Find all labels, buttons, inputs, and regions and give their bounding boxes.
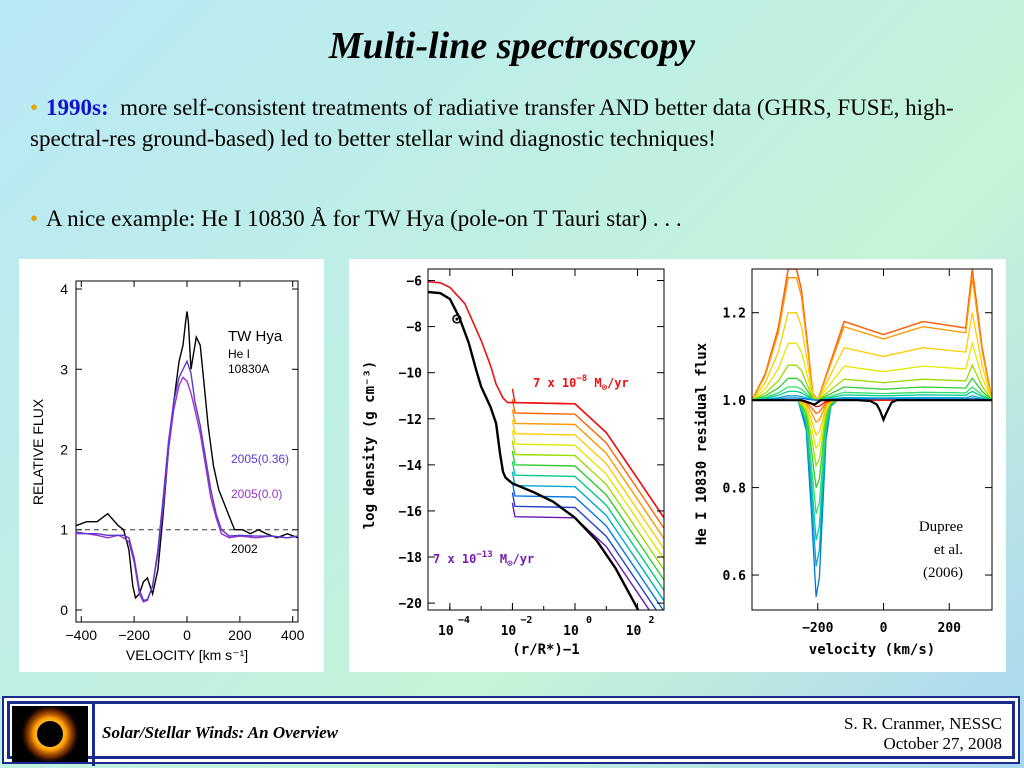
absorption-curve <box>752 399 992 488</box>
y-tick-label: 1 <box>60 522 68 538</box>
y-tick-label: −18 <box>399 551 423 566</box>
wind-solution-curve <box>511 399 664 529</box>
x-axis-label: VELOCITY [km s⁻¹] <box>126 647 248 663</box>
y-axis-label: RELATIVE FLUX <box>30 398 46 505</box>
y-tick-label: 0 <box>60 602 68 618</box>
y-tick-label: 3 <box>60 361 68 377</box>
chart-annotation: He I <box>228 347 250 361</box>
y-tick-label: 0.6 <box>723 569 747 584</box>
series-label: 2005(0.36) <box>231 452 289 466</box>
wind-solution-curve <box>511 409 664 539</box>
x-tick-label: 0 <box>183 627 191 643</box>
chart-title: TW Hya <box>228 328 283 345</box>
y-tick-label: 4 <box>60 281 68 297</box>
wind-solution-curve <box>511 440 664 571</box>
footer-credits: S. R. Cranmer, NESSC October 27, 2008 <box>844 714 1002 754</box>
series-line-2005(0.0) <box>76 376 299 603</box>
wind-solution-curve <box>511 461 664 591</box>
y-tick-label: −12 <box>399 413 422 428</box>
relative-flux-chart: −400 −200 0 200 400 0 1 2 3 4 2005(0.36) 2005(0.0) 2… <box>30 280 305 663</box>
bullet-1-text: more self-consistent treatments of radia… <box>30 95 954 151</box>
chart-annotation: 10830A <box>228 362 269 376</box>
series-line-upper-envelope <box>428 280 664 519</box>
x-tick-label: 10 <box>563 624 579 639</box>
credit-line: et al. <box>934 542 963 558</box>
absorption-curve <box>752 399 992 423</box>
mass-loss-label-low: 7 x 10−13 M⊙/yr <box>433 550 534 569</box>
x-tick-label: −200 <box>118 627 150 643</box>
y-tick-label: −10 <box>399 367 423 382</box>
x-tick-exponent: −4 <box>458 615 470 626</box>
plot-frame <box>427 268 665 611</box>
emission-curve <box>752 397 992 401</box>
chart-panel-relative-flux: −400 −200 0 200 400 0 1 2 3 4 2005(0.36) 2005(0.0) 2… <box>19 259 324 672</box>
x-tick-label: 10 <box>626 624 642 639</box>
y-tick-label: 0.8 <box>723 482 747 497</box>
bullet-1-highlight: 1990s: <box>46 95 109 120</box>
wind-solution-curve <box>511 492 658 610</box>
plot-frame <box>751 268 993 611</box>
footer-date: October 27, 2008 <box>883 734 1002 753</box>
bullet-dot-icon: • <box>30 206 39 231</box>
y-tick-label: −6 <box>406 275 422 290</box>
wind-solution-curve <box>511 419 664 550</box>
emission-curve <box>752 277 992 402</box>
series-label: 2005(0.0) <box>231 487 282 501</box>
series-line-black <box>428 290 640 610</box>
x-tick-exponent: 0 <box>586 615 592 626</box>
series-label: 2002 <box>231 542 258 556</box>
y-tick-label: 1.2 <box>723 307 746 322</box>
residual-curves <box>752 269 992 598</box>
x-tick-exponent: 2 <box>649 615 655 626</box>
wind-solution-curve <box>511 430 664 560</box>
x-tick-label: 10 <box>501 624 517 639</box>
y-axis-label: log density (g cm⁻³) <box>362 361 378 530</box>
footer-separator <box>92 704 95 766</box>
series-line-2002 <box>75 311 299 600</box>
x-tick-label: 200 <box>228 627 252 643</box>
sun-symbol-icon: ⊙ <box>452 309 462 328</box>
wind-solution-curve <box>511 481 664 610</box>
absorption-curve <box>752 399 992 437</box>
y-tick-label: −20 <box>399 597 423 612</box>
x-tick-label: −400 <box>66 627 98 643</box>
credit-line: (2006) <box>923 565 963 581</box>
bullet-2: • A nice example: He I 10830 Å for TW Hya… <box>30 203 682 234</box>
x-axis-label: velocity (km/s) <box>809 642 935 658</box>
wind-solution-curve <box>511 502 651 610</box>
x-tick-label: −200 <box>802 621 833 636</box>
solar-eclipse-icon <box>12 706 88 762</box>
slide-title: Multi-line spectroscopy <box>328 25 696 67</box>
bullet-dot-icon: • <box>30 95 39 120</box>
y-tick-label: −16 <box>399 505 423 520</box>
series-line-observed <box>752 399 992 423</box>
absorption-curve <box>752 399 992 450</box>
footer-author: S. R. Cranmer, NESSC <box>844 714 1002 733</box>
y-axis-label: He I 10830 residual flux <box>694 342 710 545</box>
footer-bar: Solar/Stellar Winds: An Overview S. R. C… <box>2 696 1020 766</box>
y-tick-label: −8 <box>406 321 422 336</box>
bullet-2-text: A nice example: He I 10830 Å for TW Hya … <box>46 206 682 231</box>
chart-panel-density-and-residual: −6 −8 −10 −12 −14 −16 −18 −20 10 −4 10 −2 10 0 10 2 7 x … <box>349 259 1006 672</box>
bullet-1: • 1990s: more self-consistent treatments … <box>30 92 970 154</box>
x-axis-label: (r/R*)−1 <box>512 642 579 658</box>
x-tick-exponent: −2 <box>520 615 532 626</box>
absorption-curve <box>752 399 992 468</box>
x-tick-label: 10 <box>438 624 454 639</box>
x-tick-label: 200 <box>938 621 962 636</box>
mass-loss-label-high: 7 x 10−8 M⊙/yr <box>533 374 629 393</box>
y-tick-label: 2 <box>60 441 68 457</box>
footer-inner-frame: Solar/Stellar Winds: An Overview S. R. C… <box>7 701 1015 766</box>
absorption-curve <box>752 399 992 514</box>
density-curves <box>428 280 664 610</box>
y-tick-label: −14 <box>399 459 423 474</box>
y-tick-label: 1.0 <box>723 394 747 409</box>
footer-title: Solar/Stellar Winds: An Overview <box>102 723 338 742</box>
x-tick-label: 0 <box>880 621 888 636</box>
x-tick-label: 400 <box>281 627 305 643</box>
series-line-2005(0.36) <box>75 359 299 602</box>
credit-line: Dupree <box>919 519 963 535</box>
wind-solution-curve <box>511 450 664 581</box>
